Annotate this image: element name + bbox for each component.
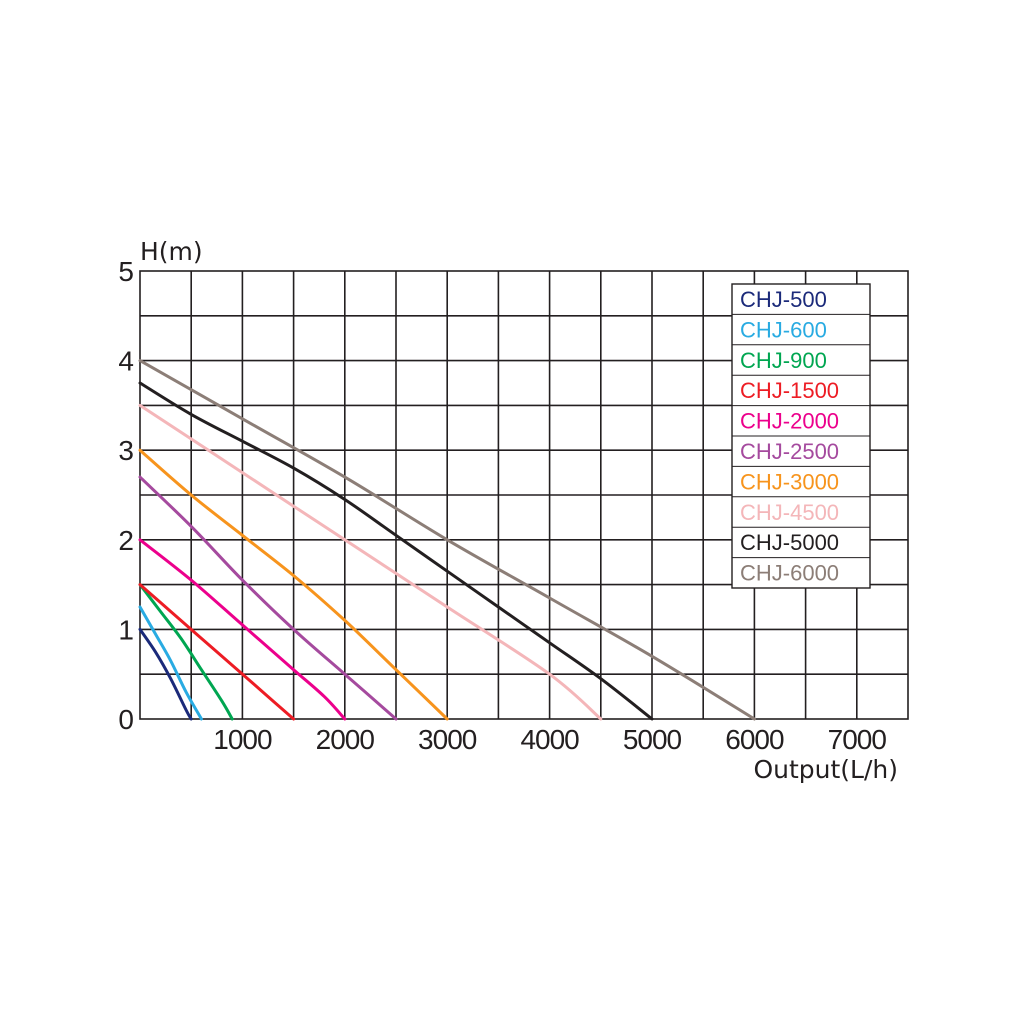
x-axis-ticks: 1000 2000 3000 4000 5000 6000 7000 [213,724,887,755]
legend-entry-chj-900: CHJ-900 [740,348,827,373]
series-line-chj-500 [138,627,193,721]
series-line-chj-600 [138,605,203,721]
y-tick-label: 0 [118,704,133,735]
series-lines [138,359,756,721]
x-tick-label: 2000 [316,724,375,755]
y-axis-label: H(m) [140,237,203,266]
x-tick-label: 4000 [520,724,579,755]
legend-entry-chj-500: CHJ-500 [740,287,827,312]
y-tick-label: 4 [118,346,133,377]
legend-entry-chj-2500: CHJ-2500 [740,439,839,464]
series-line-chj-2500 [138,475,398,721]
plot-frame [139,270,909,720]
series-line-chj-5000 [138,381,654,721]
y-tick-label: 3 [118,435,133,466]
legend: CHJ-500 CHJ-600 CHJ-900 CHJ-1500 CHJ-2000 CHJ… [731,283,871,589]
legend-entry-chj-1500: CHJ-1500 [740,378,839,403]
series-line-chj-6000 [138,359,756,721]
legend-entry-chj-5000: CHJ-5000 [740,530,839,555]
y-tick-label: 1 [118,614,133,645]
legend-entry-chj-2000: CHJ-2000 [740,409,839,434]
legend-entry-chj-4500: CHJ-4500 [740,500,839,525]
legend-entry-chj-600: CHJ-600 [740,317,827,342]
x-tick-label: 3000 [418,724,477,755]
y-tick-label: 5 [118,256,133,287]
series-line-chj-900 [138,583,234,721]
x-tick-label: 5000 [623,724,682,755]
x-axis-label: Output(L/h) [753,755,898,784]
legend-entry-chj-6000: CHJ-6000 [740,561,839,586]
y-tick-label: 2 [118,525,133,556]
series-line-chj-2000 [138,538,347,721]
series-line-chj-1500 [138,583,296,721]
y-axis-ticks: 0 1 2 3 4 5 [118,256,134,735]
series-line-chj-4500 [138,403,603,721]
x-tick-label: 7000 [828,724,887,755]
x-tick-label: 6000 [725,724,784,755]
legend-entry-chj-3000: CHJ-3000 [740,469,839,494]
series-line-chj-3000 [138,448,449,721]
x-tick-label: 1000 [213,724,272,755]
